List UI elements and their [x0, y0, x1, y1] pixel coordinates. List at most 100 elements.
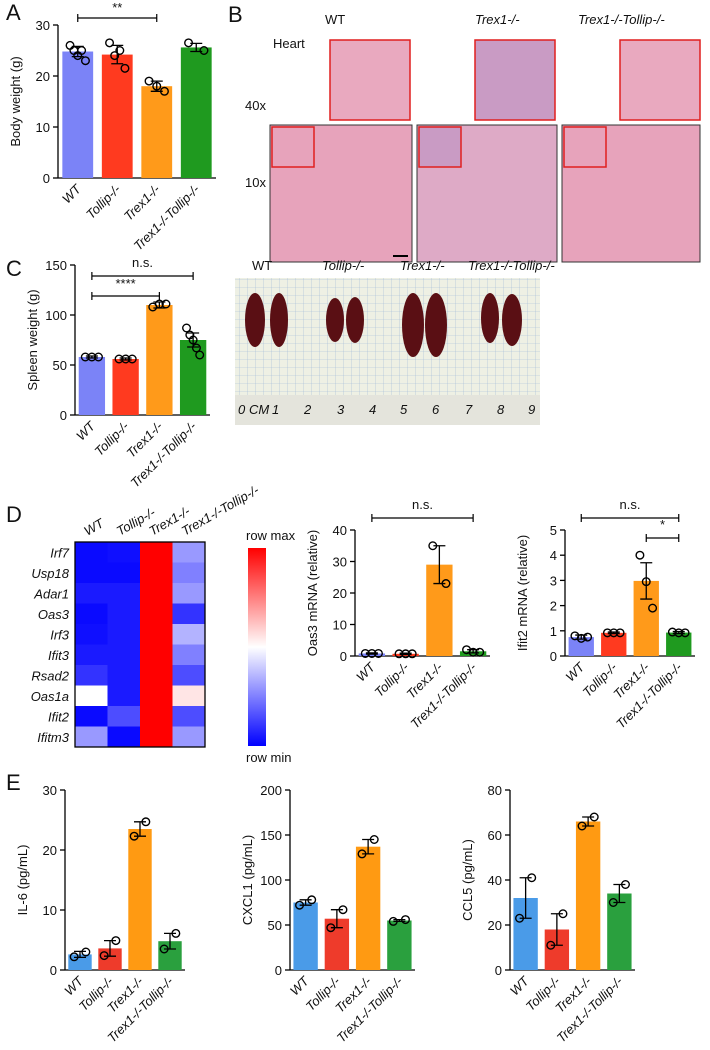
heatmap-cell [107, 644, 141, 666]
panel-label: D [6, 502, 22, 527]
heatmap-cell [172, 644, 206, 666]
data-point [144, 76, 154, 86]
error-bar [134, 821, 146, 837]
y-tick-label: 10 [43, 903, 57, 918]
y-tick-label: 150 [45, 258, 67, 273]
data-point [115, 46, 125, 56]
data-point [394, 649, 404, 659]
significance-bracket [91, 292, 160, 300]
data-point [93, 352, 103, 362]
ruler-label: 6 [432, 402, 440, 417]
y-tick-label: 60 [488, 828, 502, 843]
data-point [111, 936, 121, 946]
heatmap-cell [172, 665, 206, 686]
data-point [680, 628, 690, 638]
bar [98, 948, 122, 970]
y-tick-label: 5 [550, 523, 557, 538]
y-tick-label: 10 [333, 618, 347, 633]
bar [112, 359, 139, 415]
data-point [182, 323, 192, 333]
data-point [608, 898, 618, 908]
data-point [609, 628, 619, 638]
x-tick-label: WT [59, 181, 85, 207]
data-point [546, 940, 556, 950]
bar [128, 829, 152, 970]
bar [293, 902, 318, 970]
heatmap-cell [172, 562, 206, 584]
legend-max: row max [246, 528, 296, 543]
y-tick-label: 40 [333, 523, 347, 538]
data-point [515, 913, 525, 923]
data-point [191, 343, 201, 353]
data-point [475, 647, 485, 657]
column-label: Trex1-/-Tollip-/- [578, 12, 665, 27]
error-bar [640, 562, 653, 600]
spleens [245, 293, 522, 357]
column-label: WT [325, 12, 345, 27]
x-tick-label: WT [287, 973, 313, 999]
data-point [338, 905, 348, 915]
error-bar [164, 932, 176, 950]
image [474, 39, 556, 121]
significance-label: **** [116, 276, 136, 291]
y-tick-label: 150 [260, 828, 282, 843]
data-point [388, 916, 398, 926]
heatmap-cell [107, 706, 141, 727]
data-point [161, 299, 171, 309]
data-point [154, 299, 164, 309]
y-tick-label: 3 [550, 573, 557, 588]
heatmap-cell [75, 665, 108, 686]
data-point [326, 923, 336, 933]
heatmap-cell [75, 624, 108, 645]
y-tick-label: 50 [53, 358, 67, 373]
panel-label: E [6, 770, 21, 795]
image [561, 124, 701, 263]
tissue-label: Heart [273, 36, 305, 51]
significance-bracket [645, 534, 680, 542]
error-bar [433, 545, 446, 585]
bar [666, 632, 692, 656]
y-tick-label: 50 [268, 918, 282, 933]
x-tick-label: WT [562, 659, 588, 685]
heatmap-cell [140, 562, 173, 584]
data-point [295, 900, 305, 910]
x-tick-label: Tollip-/- [83, 181, 124, 222]
heatmap-cell [75, 542, 108, 563]
heatmap-cell [75, 726, 108, 748]
bar [101, 54, 133, 178]
data-point [127, 354, 137, 364]
heatmap-cell [75, 706, 108, 727]
y-tick-label: 30 [333, 555, 347, 570]
data-point [615, 628, 625, 638]
y-tick-label: 10 [36, 120, 50, 135]
bar [68, 954, 92, 970]
data-point [87, 352, 97, 362]
image [269, 124, 413, 263]
data-point [159, 944, 169, 954]
data-point [583, 632, 593, 642]
heatmap-cell [172, 706, 206, 727]
heatmap-cell [140, 706, 173, 727]
heatmap-cell [172, 624, 206, 645]
spleen-photo: WT Tollip-/- Trex1-/- Trex1-/-Tollip-/- … [235, 258, 555, 425]
row-label: Irf7 [50, 545, 70, 560]
y-tick-label: 4 [550, 548, 557, 563]
data-point [65, 40, 75, 50]
heatmap-cell [75, 603, 108, 625]
heatmap-cell [107, 562, 141, 584]
data-point [620, 880, 630, 890]
data-point [199, 46, 209, 56]
bar [78, 357, 106, 415]
row-label: Irf3 [50, 627, 70, 642]
column-label: WT [81, 515, 107, 539]
histology: WT Trex1-/- Trex1-/-Tollip-/- Heart 40x … [245, 12, 701, 263]
panel-label: A [6, 0, 21, 25]
significance-label: n.s. [132, 255, 153, 270]
significance-bracket [91, 272, 194, 280]
heatmap-border [74, 541, 206, 748]
heatmap-cell [172, 685, 206, 707]
row-label: Oas1a [31, 689, 69, 704]
data-point [558, 909, 568, 919]
data-point [577, 821, 587, 831]
heatmap-cell [75, 644, 108, 666]
